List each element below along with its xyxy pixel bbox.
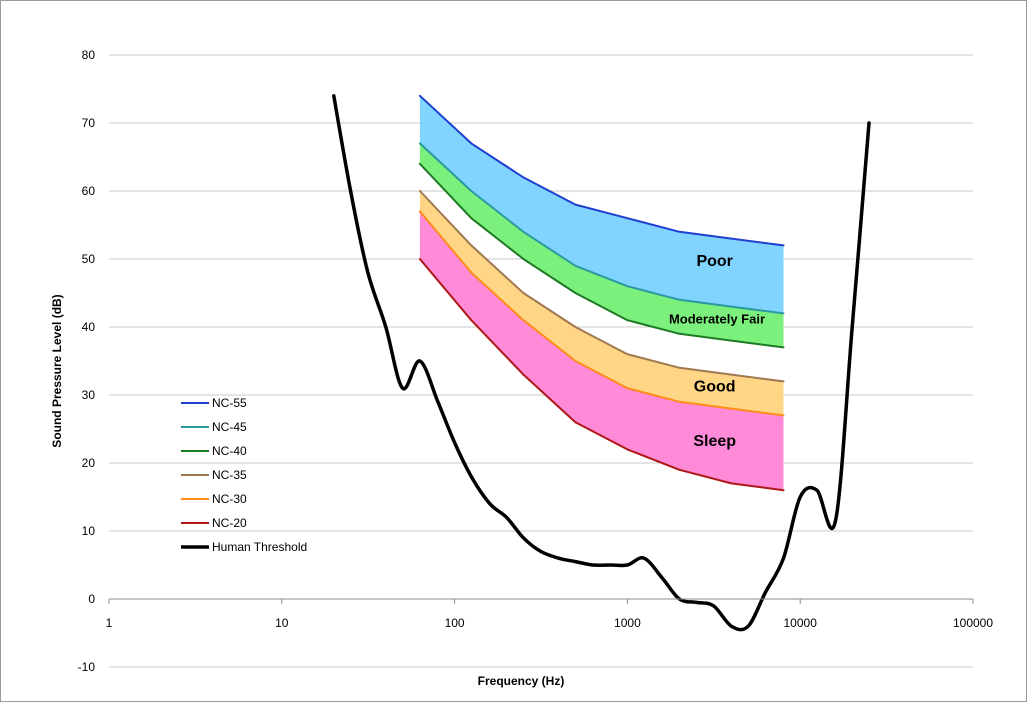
legend-label: NC-45: [212, 420, 247, 434]
y-tick-label: 60: [82, 184, 96, 198]
y-tick-label: 30: [82, 388, 96, 402]
band-sleep: [419, 211, 784, 491]
legend-label: NC-55: [212, 396, 247, 410]
legend-label: NC-40: [212, 444, 247, 458]
y-tick-label: -10: [78, 660, 96, 674]
x-tick-label: 1000: [614, 616, 641, 630]
series-line-nc-55: [418, 94, 785, 247]
legend: NC-55 NC-45 NC-40 NC-35 NC-30 NC-20 Human Thre…: [181, 396, 307, 554]
x-tick-label: 100000: [953, 616, 993, 630]
y-tick-label: 70: [82, 116, 96, 130]
series-line-nc-40: [418, 162, 785, 349]
x-tick-label: 10: [275, 616, 289, 630]
x-tick-label: 100: [445, 616, 465, 630]
series-line-nc-35: [418, 190, 785, 383]
zone-label-poor: Poor: [696, 253, 732, 270]
series-line-nc-20: [418, 258, 785, 492]
y-tick-label: 50: [82, 252, 96, 266]
zone-label-moderately-fair: Moderately Fair: [669, 312, 765, 327]
legend-label: NC-35: [212, 468, 247, 482]
zone-label-good: Good: [694, 379, 736, 396]
series-line-human-threshold: [332, 94, 871, 632]
series-lines: [332, 94, 871, 632]
band-good: [419, 191, 784, 416]
series-line-nc-30: [418, 210, 785, 417]
y-tick-label: 40: [82, 320, 96, 334]
legend-label: NC-30: [212, 492, 247, 506]
y-tick-label: 10: [82, 524, 96, 538]
y-tick-label: 20: [82, 456, 96, 470]
legend-label: Human Threshold: [212, 540, 307, 554]
y-tick-label: 80: [82, 48, 96, 62]
axes: -10 0 10 20 30 40 50 60 70 80 1 10 100 1000 10000 10000…: [78, 48, 994, 674]
zone-bands: [419, 95, 784, 491]
y-tick-label: 0: [88, 592, 95, 606]
zone-label-sleep: Sleep: [693, 433, 736, 450]
band-poor: [419, 95, 784, 314]
x-tick-label: 1: [106, 616, 113, 630]
x-axis-title: Frequency (Hz): [478, 674, 565, 688]
x-tick-label: 10000: [784, 616, 818, 630]
series-line-nc-45: [418, 142, 785, 315]
legend-label: NC-20: [212, 516, 247, 530]
zone-labels: Poor Moderately Fair Good Sleep: [669, 253, 765, 450]
y-axis-title: Sound Pressure Level (dB): [50, 294, 64, 447]
